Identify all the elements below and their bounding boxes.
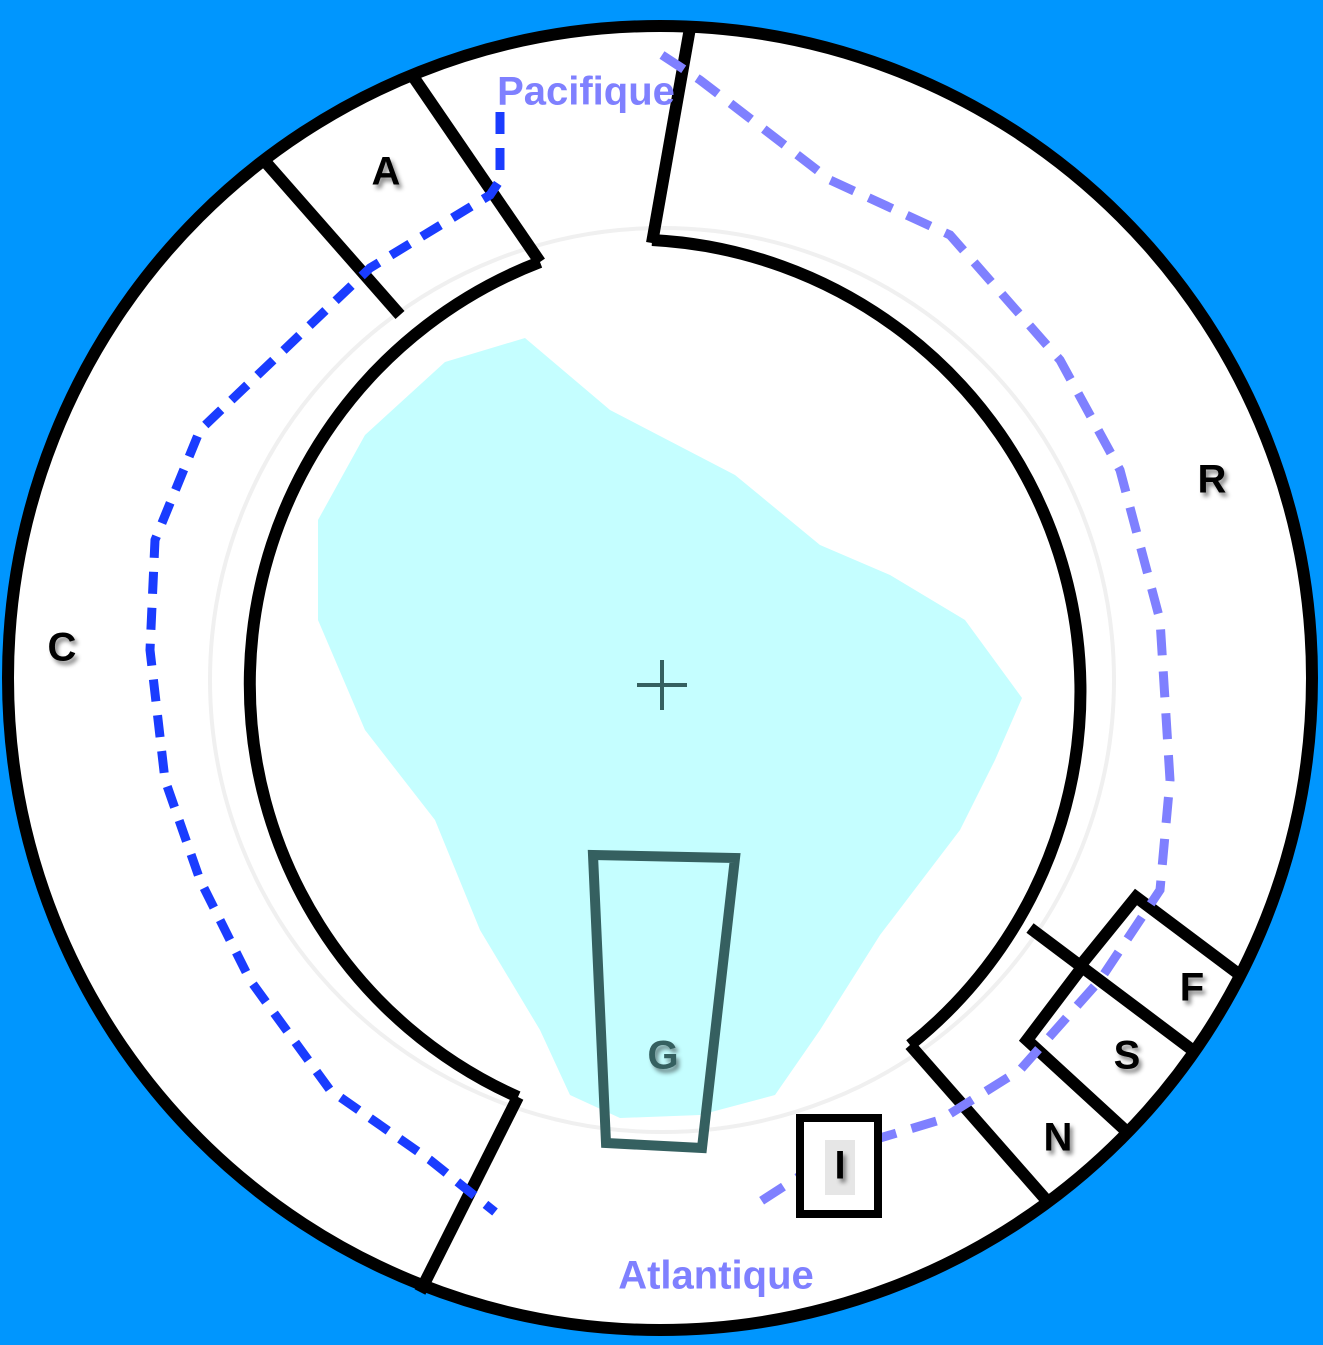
borders xyxy=(243,26,1244,1295)
ocean-label: Atlantique xyxy=(618,1254,814,1298)
zone-label: I xyxy=(834,1144,845,1188)
landmass xyxy=(318,338,1022,1118)
zone-g-outline xyxy=(587,849,741,1154)
ocean-label: Pacifique xyxy=(497,70,675,114)
zone-label: N xyxy=(1044,1116,1073,1160)
zone-label: F xyxy=(1180,966,1204,1010)
center-cross xyxy=(637,660,687,710)
zone-i-inner xyxy=(825,1140,855,1195)
zone-label: S xyxy=(1114,1034,1141,1078)
atlantic-route xyxy=(659,51,1175,1209)
zone-label: G xyxy=(647,1034,678,1078)
zone-label: R xyxy=(1198,458,1227,502)
zone-label: A xyxy=(372,150,401,194)
zone-label: C xyxy=(48,626,77,670)
pacific-route xyxy=(145,112,505,1216)
